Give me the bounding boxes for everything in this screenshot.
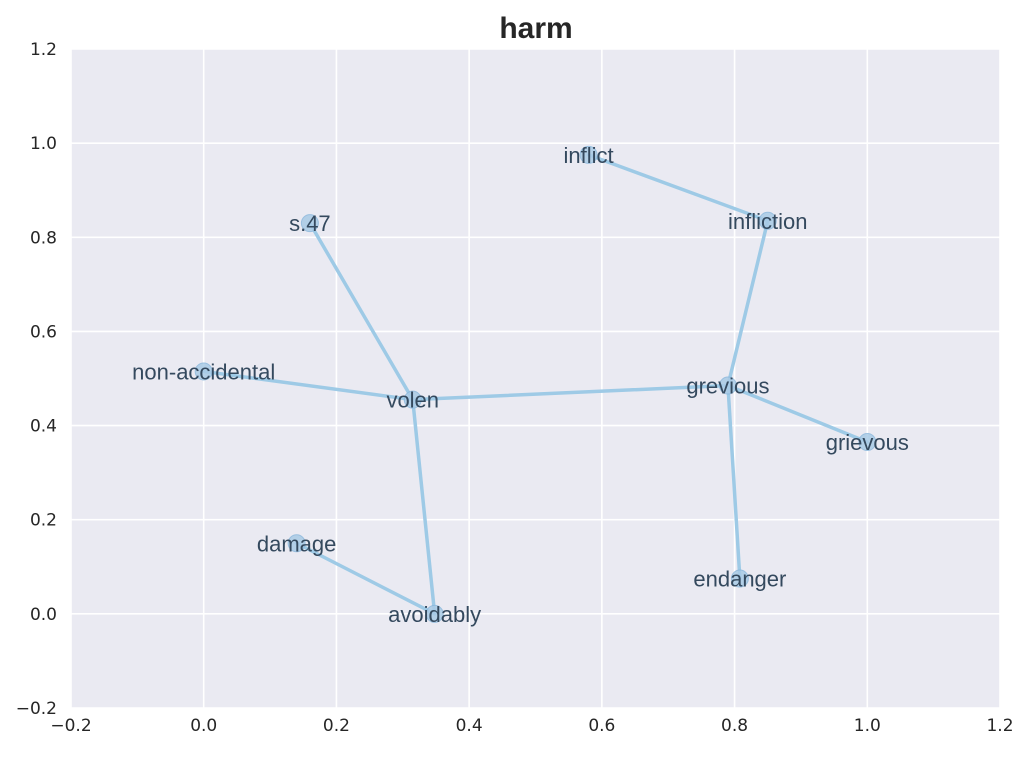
edge-avoidably-damage [294,541,437,616]
point-marker [718,376,737,395]
point-label: infliction [728,209,807,234]
chart-title: harm [499,12,572,45]
point-marker [730,569,749,588]
x-tick-label: 0.2 [323,716,350,736]
edge-grevious-endanger [726,383,742,581]
y-tick-label: −0.2 [16,699,57,719]
edges [201,153,870,616]
y-tick-label: 0.4 [30,417,57,437]
point-labels: inflict infliction s.47 non-accidental volen… [132,143,909,627]
y-tick-label: 0.2 [30,511,57,531]
point-marker [194,362,213,381]
edge-infliction-grevious [726,219,770,388]
point-marker [403,390,422,409]
point-label: grievous [826,430,909,455]
point-label: avoidably [388,602,481,627]
x-tick-label: 0.6 [588,716,615,736]
x-tick-label: 1.2 [986,716,1013,736]
x-tick-label: 0.8 [721,716,748,736]
point-label: inflict [564,143,614,168]
y-tick-label: 0.6 [30,322,57,342]
point-marker [858,433,877,452]
x-tick-label: −0.2 [50,716,91,736]
edge-grevious-volen [410,383,730,402]
edge-grevious-grievous [726,383,870,444]
x-tick-labels: −0.2 0.0 0.2 0.4 0.6 0.8 1.0 1.2 [50,716,1013,736]
point-label: damage [257,531,337,556]
point-label: s.47 [289,211,331,236]
markers [194,145,877,623]
y-gridlines [71,48,1000,709]
point-label: non-accidental [132,359,275,384]
edge-inflict-infliction [586,153,770,223]
point-marker [579,145,598,164]
y-tick-label: 1.0 [30,134,57,154]
point-label: volen [386,388,439,413]
x-tick-label: 1.0 [854,716,881,736]
edge-volen-non-accidental [201,369,415,402]
edge-volen-avoidably [410,397,437,616]
point-marker [758,211,777,230]
y-tick-label: 0.8 [30,228,57,248]
point-label: endanger [693,567,786,592]
edge-volen-s.47 [308,221,415,402]
point-label: grevious [686,374,769,399]
y-tick-label: 0.0 [30,605,57,625]
x-tick-label: 0.4 [456,716,483,736]
point-marker [300,214,319,233]
point-marker [425,604,444,623]
x-tick-label: 0.0 [190,716,217,736]
point-marker [287,534,306,553]
y-tick-labels: −0.2 0.0 0.2 0.4 0.6 0.8 1.0 1.2 [16,40,57,719]
plot-area [71,49,1000,708]
y-tick-label: 1.2 [30,40,57,60]
